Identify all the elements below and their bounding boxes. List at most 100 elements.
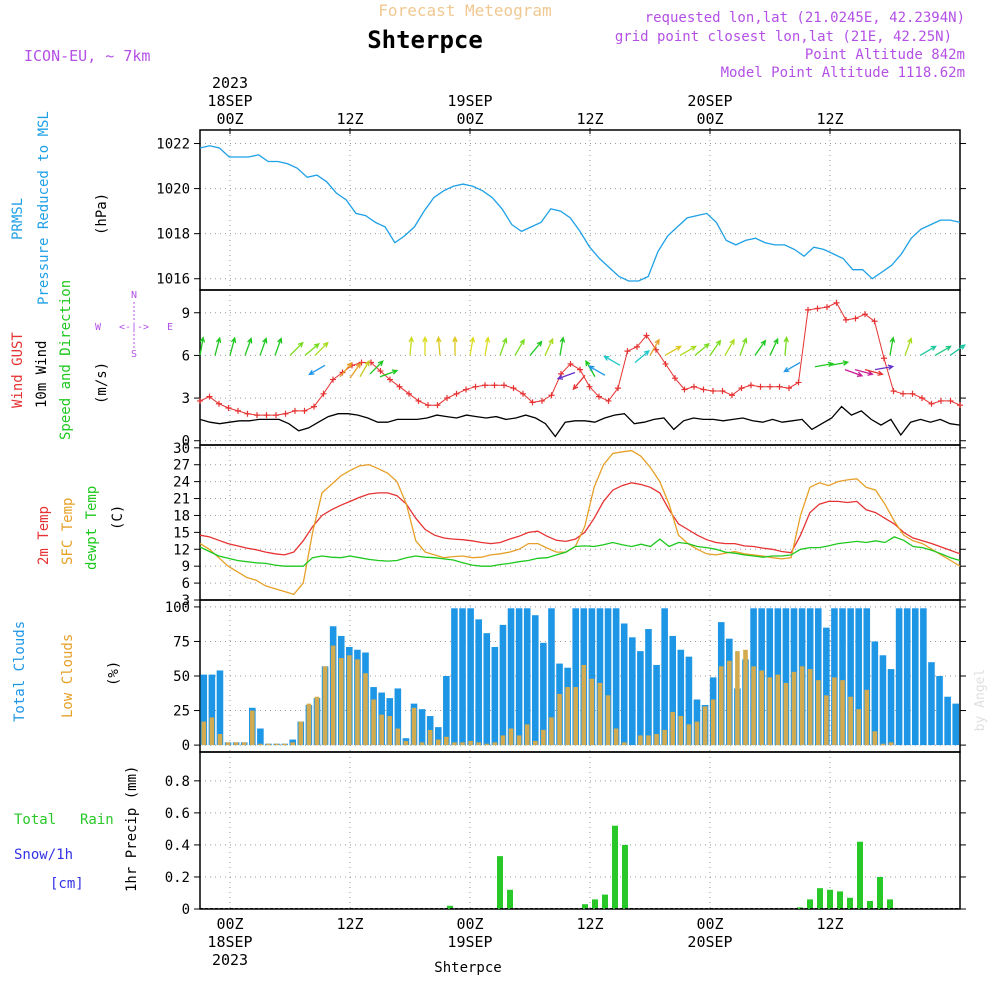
rain-bar (622, 844, 628, 909)
y-tick-label: 0.2 (165, 870, 190, 886)
gust-marker (254, 412, 260, 419)
gust-marker (681, 386, 688, 393)
wind-arrow (829, 360, 850, 367)
wind-arrow (214, 336, 222, 356)
low-cloud-bar (209, 717, 215, 746)
total-cloud-bar (782, 608, 790, 746)
bottom-time-label: 00Z (456, 915, 483, 933)
total-cloud-bar (944, 696, 951, 746)
top-time-label: 12Z (816, 110, 843, 128)
wind-arrow (783, 335, 789, 356)
dewpt-line (199, 536, 961, 567)
total-cloud-bar (507, 608, 515, 746)
product-title: Forecast Meteogram (378, 1, 551, 20)
panel-frame (199, 444, 961, 601)
y-tick-label: 3 (182, 593, 190, 609)
compass-rose: N S W E <-|-> (95, 290, 173, 360)
wind-arrow (783, 361, 801, 373)
total-cloud-bar (459, 608, 466, 746)
low-cloud-bar (573, 687, 578, 746)
total-cloud-bar (653, 664, 660, 746)
low-cloud-bar (759, 670, 764, 746)
low-cloud-bar (233, 742, 239, 746)
wind-arrow (308, 364, 326, 376)
precip-label-cm: [cm] (50, 876, 84, 892)
gust-marker (292, 407, 298, 414)
low-cloud-bar (832, 677, 837, 746)
y-tick-label: 0 (182, 902, 190, 918)
low-cloud-bar (306, 703, 312, 746)
low-cloud-bar (727, 660, 732, 746)
y-tick-label: 3 (182, 391, 190, 407)
total-cloud-bar (814, 608, 822, 746)
rain-bar (827, 889, 833, 909)
pressure-unit: (hPa) (94, 193, 110, 235)
total-cloud-bar (588, 608, 596, 746)
low-cloud-bar (743, 649, 748, 746)
precip-unit: 1hr Precip (mm) (124, 766, 140, 892)
low-cloud-bar (468, 740, 473, 746)
total-cloud-bar (394, 688, 402, 746)
low-cloud-bar (484, 743, 490, 746)
bottom-time-label: 19SEP (447, 933, 492, 951)
total-cloud-bar (620, 623, 628, 746)
gust-marker (510, 385, 517, 392)
bottom-time-label: 12Z (336, 915, 363, 933)
rain-bar (582, 904, 588, 909)
y-tick-label: 25 (173, 704, 190, 720)
gust-marker (957, 402, 963, 409)
y-tick-label: 9 (182, 306, 190, 322)
top-time-label: 12Z (336, 110, 363, 128)
low-cloud-bar (201, 721, 207, 746)
gust-marker (501, 382, 507, 389)
gust-marker (206, 393, 213, 400)
total-cloud-bar (523, 608, 531, 746)
low-cloud-bar (549, 717, 554, 746)
low-cloud-bar (856, 709, 861, 746)
total-cloud-bar (645, 629, 652, 746)
low-cloud-bar (217, 734, 223, 746)
y-tick-label: 0 (182, 434, 190, 450)
y-tick-label: 0.8 (165, 774, 190, 790)
gust-marker (672, 375, 678, 382)
gust-marker (425, 402, 431, 409)
cloud-labels: Total Clouds Low Clouds (%) (12, 621, 122, 722)
bottom-time-label: 20SEP (687, 933, 732, 951)
low-cloud-bar (492, 742, 498, 746)
wind-arrow (408, 335, 414, 356)
t2m-line (199, 482, 961, 556)
wind-arrow (874, 364, 895, 371)
wind-unit: (m/s) (94, 362, 110, 404)
total-cloud-bar (903, 608, 911, 746)
low-cloud-bar (387, 716, 393, 746)
wind-arrow (864, 369, 884, 376)
precip-label-rain: Rain (80, 812, 114, 828)
gust-marker (482, 382, 488, 389)
wind-arrow (499, 337, 508, 356)
wind-arrow (919, 345, 937, 356)
gust-marker (586, 383, 593, 390)
gust-marker (624, 348, 631, 355)
wind-arrow (559, 336, 566, 356)
compass-s: S (131, 349, 137, 360)
low-cloud-bar (330, 645, 336, 746)
gust-marker (311, 403, 317, 410)
gust-marker (197, 397, 203, 404)
total-cloud-bar (879, 655, 887, 746)
gust-marker (710, 387, 716, 394)
panels: 1016101810201022036936912151821242730025… (156, 129, 966, 918)
total-cloud-bar (661, 608, 668, 746)
pressure-labels: PRMSL Pressure Reduced to MSL (hPa) (10, 111, 110, 305)
gust-marker (320, 390, 327, 397)
total-cloud-bar (604, 608, 612, 746)
y-tick-label: 100 (165, 600, 190, 616)
low-cloud-bar (225, 742, 231, 746)
gust-marker (415, 397, 422, 404)
gust-marker (928, 400, 935, 407)
bottom-time-label: 12Z (816, 915, 843, 933)
wind-arrow (934, 345, 952, 356)
wind-arrow (694, 342, 710, 356)
total-cloud-bar (515, 608, 523, 746)
gust-marker (330, 376, 336, 383)
gust-marker (919, 395, 925, 402)
